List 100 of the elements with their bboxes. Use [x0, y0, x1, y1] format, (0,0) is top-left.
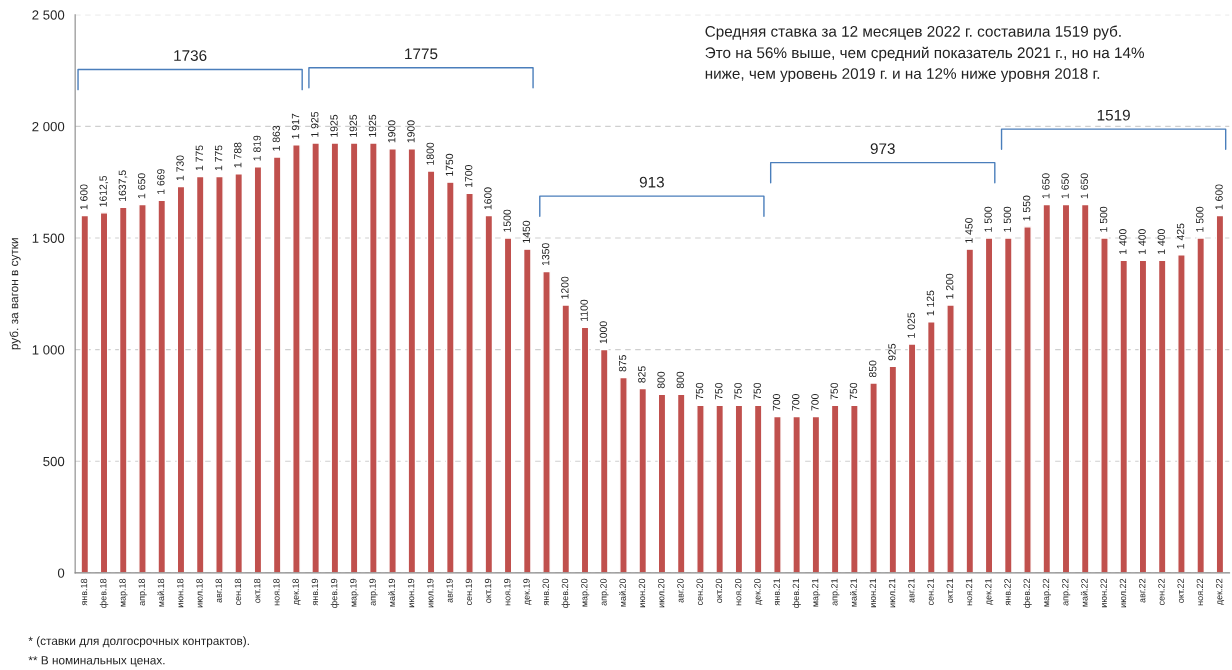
bar — [1177, 254, 1186, 573]
data-label: 1 125 — [926, 290, 935, 316]
data-label: 1 450 — [965, 217, 973, 243]
x-tick-label: сен.19 — [465, 578, 472, 606]
bar — [484, 214, 494, 573]
x-tick-label: мар.19 — [350, 578, 359, 607]
data-label: 1 650 — [1080, 173, 1089, 199]
y-tick-label: 2 500 — [32, 10, 65, 20]
data-label: 1 025 — [907, 312, 915, 338]
y-tick-label: 500 — [43, 456, 65, 467]
x-tick-label: июл.22 — [1119, 578, 1127, 608]
data-label: 1 600 — [80, 184, 88, 210]
bar — [1061, 203, 1071, 573]
data-label: 925 — [888, 343, 896, 361]
data-label: 1 200 — [945, 273, 954, 299]
data-label: 750 — [753, 382, 761, 400]
x-tick-label: июл.20 — [657, 578, 665, 608]
data-label: 750 — [715, 382, 723, 400]
bar — [869, 382, 878, 573]
bar — [99, 212, 109, 573]
bar — [965, 248, 975, 573]
data-label: 1925 — [349, 114, 357, 137]
x-tick-label: апр.20 — [600, 578, 609, 606]
x-tick-label: окт.22 — [1177, 578, 1184, 603]
data-label: 1500 — [503, 209, 511, 232]
bar — [561, 304, 571, 573]
data-label: 1 650 — [137, 173, 146, 199]
data-label: 750 — [695, 382, 704, 400]
x-tick-label: фев.20 — [561, 578, 570, 608]
data-label: 750 — [849, 382, 858, 400]
x-tick-label: фев.19 — [330, 578, 340, 608]
bar — [215, 175, 224, 573]
data-label: 1 669 — [157, 169, 165, 194]
data-label: 875 — [618, 355, 627, 372]
x-tick-label: июл.19 — [427, 578, 434, 608]
data-label: 1 500 — [1003, 206, 1012, 232]
data-label: 800 — [676, 371, 684, 389]
bar — [1196, 237, 1206, 573]
bar — [522, 248, 532, 573]
data-label: 825 — [638, 366, 646, 383]
data-label: 1 917 — [291, 113, 300, 139]
data-label: 1 500 — [984, 206, 992, 232]
data-label: 1612,5 — [99, 175, 109, 207]
data-label: 750 — [830, 382, 838, 400]
bar — [176, 185, 186, 573]
data-label: 1 650 — [1042, 173, 1050, 199]
bar — [157, 199, 167, 573]
bar — [1157, 259, 1167, 573]
data-label: 1 775 — [214, 145, 223, 171]
data-label: 1 819 — [253, 135, 261, 161]
data-label: 1 400 — [1119, 229, 1127, 254]
bar — [80, 214, 90, 573]
annotation: Средняя ставка за 12 месяцев 2022 г. составила 1519 руб. Это на 56% выше, чем средний показатель 2021 г., но на 14% ниже, чем уровень 2019 г. и на 12% ниже уровня 2018 г. — [705, 25, 1145, 83]
x-tick-label: май.20 — [619, 578, 626, 607]
x-tick-label: авг.22 — [1138, 578, 1146, 603]
data-label: 1450 — [522, 220, 531, 243]
bar — [349, 142, 359, 573]
data-label: 1800 — [426, 142, 434, 165]
data-label: 1900 — [388, 120, 396, 143]
text: * (ставки для долгосрочных контрактов). — [28, 636, 249, 648]
bar — [542, 270, 551, 573]
x-tick-label: ноя.22 — [1196, 578, 1204, 606]
bar — [811, 415, 821, 573]
x-tick-label: янв.19 — [311, 578, 319, 606]
x-tick-label: ноя.19 — [504, 578, 511, 606]
bar — [830, 404, 840, 573]
data-label: 1 730 — [176, 155, 184, 181]
x-tick-label: июн.19 — [407, 578, 415, 608]
x-tick-label: июл.21 — [888, 578, 896, 608]
bar — [195, 175, 205, 573]
data-label: 1925 — [368, 114, 377, 137]
bar — [1215, 214, 1225, 573]
x-tick-label: ноя.18 — [273, 578, 280, 606]
bar — [272, 156, 282, 573]
bar — [1080, 203, 1090, 573]
data-label: 700 — [792, 394, 800, 411]
data-label: 1 400 — [1138, 229, 1146, 254]
y-tick-label: 2 000 — [32, 121, 65, 132]
data-label: 1 650 — [1061, 173, 1069, 199]
x-tick-label: сен.22 — [1158, 578, 1165, 606]
x-tick-label: сен.21 — [927, 578, 934, 606]
bar — [599, 348, 609, 573]
x-tick-label: июн.20 — [638, 578, 646, 608]
x-tick-label: дек.22 — [1215, 578, 1225, 606]
data-label: 1200 — [561, 276, 569, 299]
x-tick-label: авг.21 — [908, 578, 915, 603]
bar — [138, 203, 147, 573]
data-label: 1 500 — [1196, 206, 1204, 232]
x-tick-label: авг.18 — [215, 578, 222, 603]
x-tick-label: апр.19 — [369, 578, 378, 606]
data-label: 700 — [772, 394, 781, 411]
bar — [888, 365, 898, 573]
y-tick-label: 0 — [57, 568, 65, 578]
y-tick-label: 1 000 — [32, 345, 65, 355]
annotation: 1519 — [1097, 109, 1130, 121]
data-label: 800 — [657, 371, 665, 389]
bar — [445, 181, 455, 573]
bar — [907, 343, 917, 573]
x-tick-label: янв.20 — [542, 578, 549, 606]
x-tick-label: фев.18 — [99, 578, 109, 608]
